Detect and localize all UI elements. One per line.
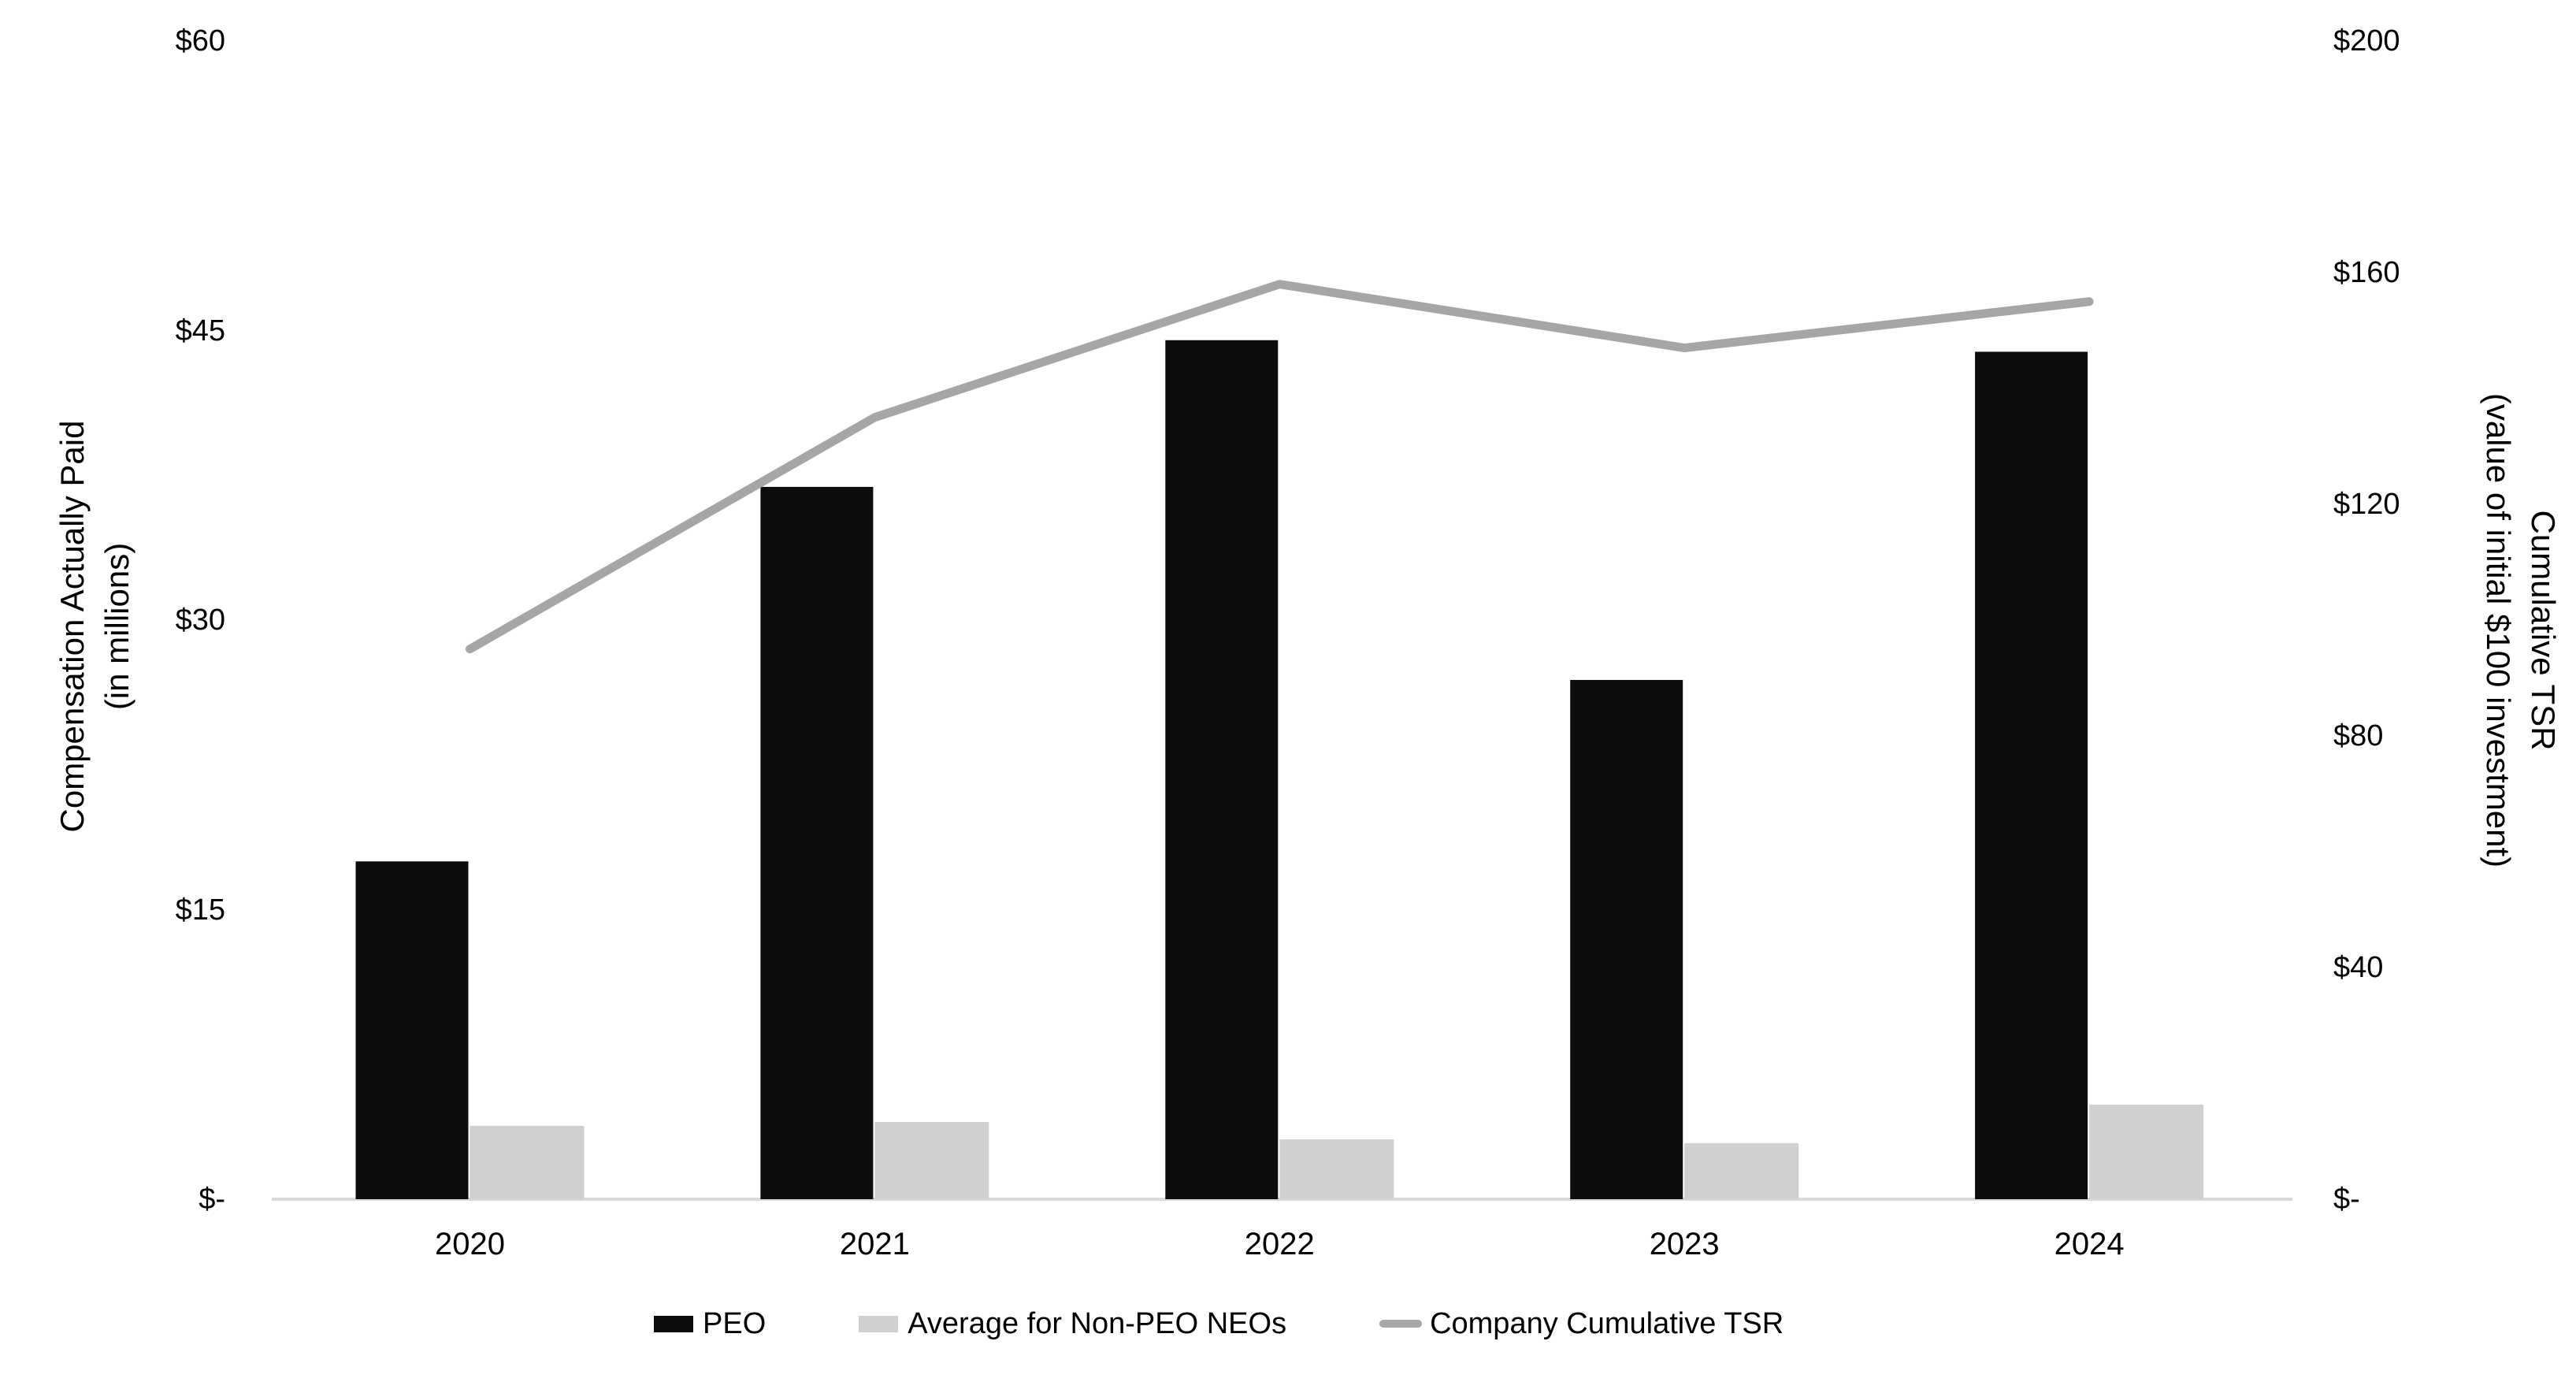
x-axis-label-2020: 2020 bbox=[435, 1227, 505, 1261]
x-axis-label-2024: 2024 bbox=[2054, 1227, 2125, 1261]
legend-label-company-tsr: Company Cumulative TSR bbox=[1430, 1307, 1784, 1340]
left-axis-tick-60: $60 bbox=[175, 24, 225, 58]
bar-peo-2023 bbox=[1570, 679, 1683, 1199]
legend-item-company-tsr: Company Cumulative TSR bbox=[1379, 1305, 1784, 1343]
bar-peo-2021 bbox=[760, 486, 874, 1199]
bar-non-peo-2021 bbox=[874, 1122, 989, 1199]
right-axis-tick-160: $160 bbox=[2333, 256, 2400, 289]
tsr-line-swatch-icon bbox=[1379, 1320, 1423, 1328]
bar-non-peo-2022 bbox=[1279, 1139, 1394, 1199]
peo-bar-swatch-icon bbox=[654, 1315, 693, 1332]
bar-non-peo-2024 bbox=[2089, 1104, 2204, 1199]
right-axis-tick-80: $80 bbox=[2333, 719, 2384, 752]
left-axis-tick-0: $- bbox=[199, 1183, 225, 1216]
bar-peo-2022 bbox=[1165, 340, 1279, 1199]
right-axis-tick-40: $40 bbox=[2333, 951, 2384, 984]
right-axis-title-line1: Cumulative TSR bbox=[2525, 510, 2562, 751]
legend-item-peo: PEO bbox=[654, 1305, 766, 1343]
bar-non-peo-2023 bbox=[1684, 1142, 1799, 1199]
x-axis-label-2022: 2022 bbox=[1244, 1227, 1315, 1261]
non-peo-bar-swatch-icon bbox=[859, 1315, 899, 1332]
left-axis-tick-30: $30 bbox=[175, 604, 225, 637]
left-axis-title-line1: Compensation Actually Paid bbox=[54, 420, 91, 833]
bar-peo-2024 bbox=[1975, 351, 2088, 1200]
chart-legend: PEO Average for Non-PEO NEOs Company Cum… bbox=[654, 1305, 1784, 1343]
left-axis-tick-45: $45 bbox=[175, 314, 225, 347]
right-axis-title: Cumulative TSR (value of initial $100 in… bbox=[2476, 393, 2566, 867]
legend-item-non-peo-neos: Average for Non-PEO NEOs bbox=[859, 1305, 1286, 1343]
company-cumulative-tsr-line bbox=[466, 280, 2094, 654]
right-axis-tick-120: $120 bbox=[2333, 488, 2400, 521]
left-axis-tick-15: $15 bbox=[175, 893, 225, 927]
x-axis-label-2023: 2023 bbox=[1649, 1227, 1720, 1261]
right-axis-title-line2: (value of initial $100 investment) bbox=[2480, 392, 2517, 868]
legend-label-peo: PEO bbox=[703, 1307, 766, 1340]
bar-peo-2020 bbox=[355, 861, 469, 1199]
x-axis-label-2021: 2021 bbox=[839, 1227, 910, 1261]
right-axis-tick-0: $- bbox=[2333, 1183, 2360, 1216]
right-axis-tick-200: $200 bbox=[2333, 24, 2400, 58]
legend-label-non-peo-neos: Average for Non-PEO NEOs bbox=[908, 1307, 1287, 1340]
bar-non-peo-2020 bbox=[470, 1125, 585, 1199]
